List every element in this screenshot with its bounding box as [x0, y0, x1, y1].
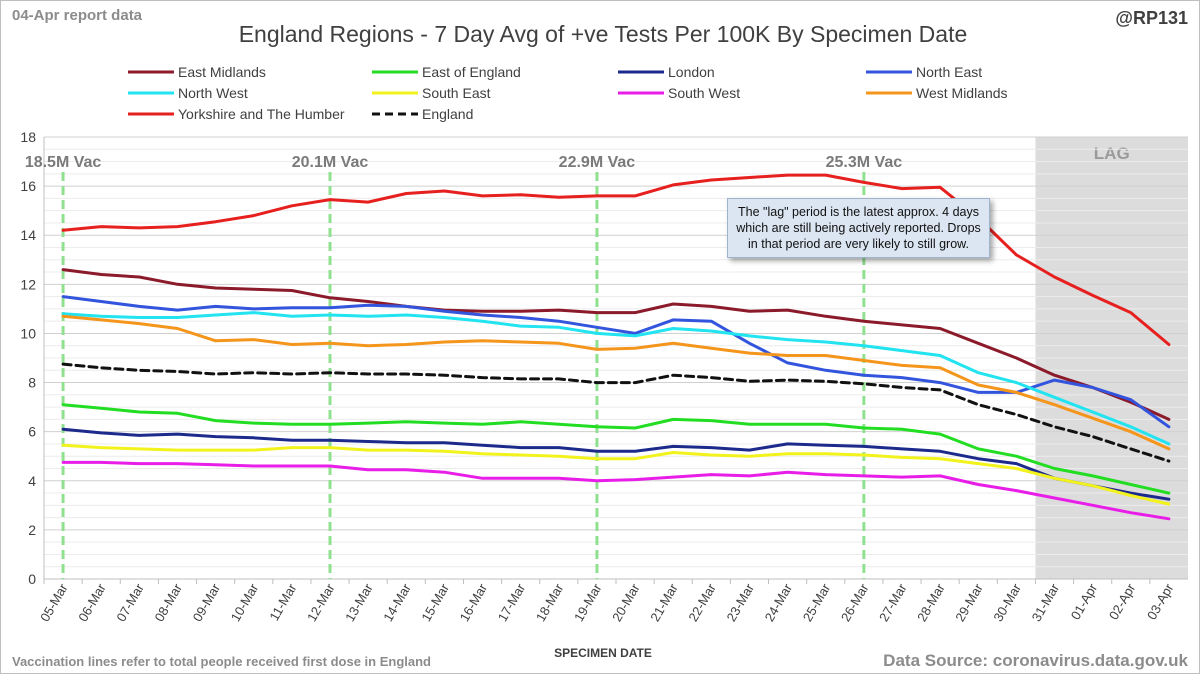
legend-label: East of England	[422, 64, 521, 80]
vaccination-marker-label: 25.3M Vac	[826, 154, 903, 171]
series-line	[61, 295, 1171, 429]
series-line	[61, 314, 1171, 451]
y-tick-label: 12	[20, 276, 36, 292]
series-line	[61, 311, 1171, 446]
legend-label: East Midlands	[178, 64, 266, 80]
data-source: Data Source: coronavirus.data.gov.uk	[883, 651, 1188, 670]
legend-label: England	[422, 106, 473, 122]
y-tick-label: 8	[28, 375, 36, 391]
y-tick-label: 2	[28, 522, 36, 538]
series-line	[61, 443, 1171, 506]
lag-note-box: The "lag" period is the latest approx. 4…	[727, 198, 990, 258]
legend: East Midlands East of England London North …	[128, 64, 1008, 122]
vaccination-marker-label: 18.5M Vac	[25, 154, 102, 171]
series-line	[61, 403, 1171, 495]
vaccination-marker-label: 20.1M Vac	[292, 154, 369, 171]
legend-label: South East	[422, 85, 491, 101]
legend-label: Yorkshire and The Humber	[178, 106, 345, 122]
y-tick-label: 4	[28, 473, 36, 489]
y-tick-label: 10	[20, 325, 36, 341]
series-line	[61, 427, 1171, 501]
y-tick-label: 18	[20, 129, 36, 145]
legend-label: West Midlands	[916, 85, 1008, 101]
vaccination-footnote: Vaccination lines refer to total people …	[12, 654, 431, 669]
y-tick-label: 16	[20, 178, 36, 194]
chart-title: England Regions - 7 Day Avg of +ve Tests…	[239, 21, 968, 47]
series-line	[61, 460, 1171, 521]
y-tick-label: 0	[28, 571, 36, 587]
author-handle: @RP131	[1115, 8, 1188, 28]
x-axis-label: SPECIMEN DATE	[554, 646, 652, 660]
report-label: 04-Apr report data	[12, 7, 143, 24]
legend-label: London	[668, 64, 715, 80]
legend-label: South West	[668, 85, 740, 101]
series-line	[61, 362, 1171, 463]
series-line	[61, 268, 1171, 421]
legend-label: North West	[178, 85, 248, 101]
legend-label: North East	[916, 64, 982, 80]
y-tick-label: 6	[28, 424, 36, 440]
y-tick-label: 14	[20, 227, 36, 243]
lag-label: LAG	[1094, 144, 1130, 163]
vaccination-marker-label: 22.9M Vac	[559, 154, 636, 171]
